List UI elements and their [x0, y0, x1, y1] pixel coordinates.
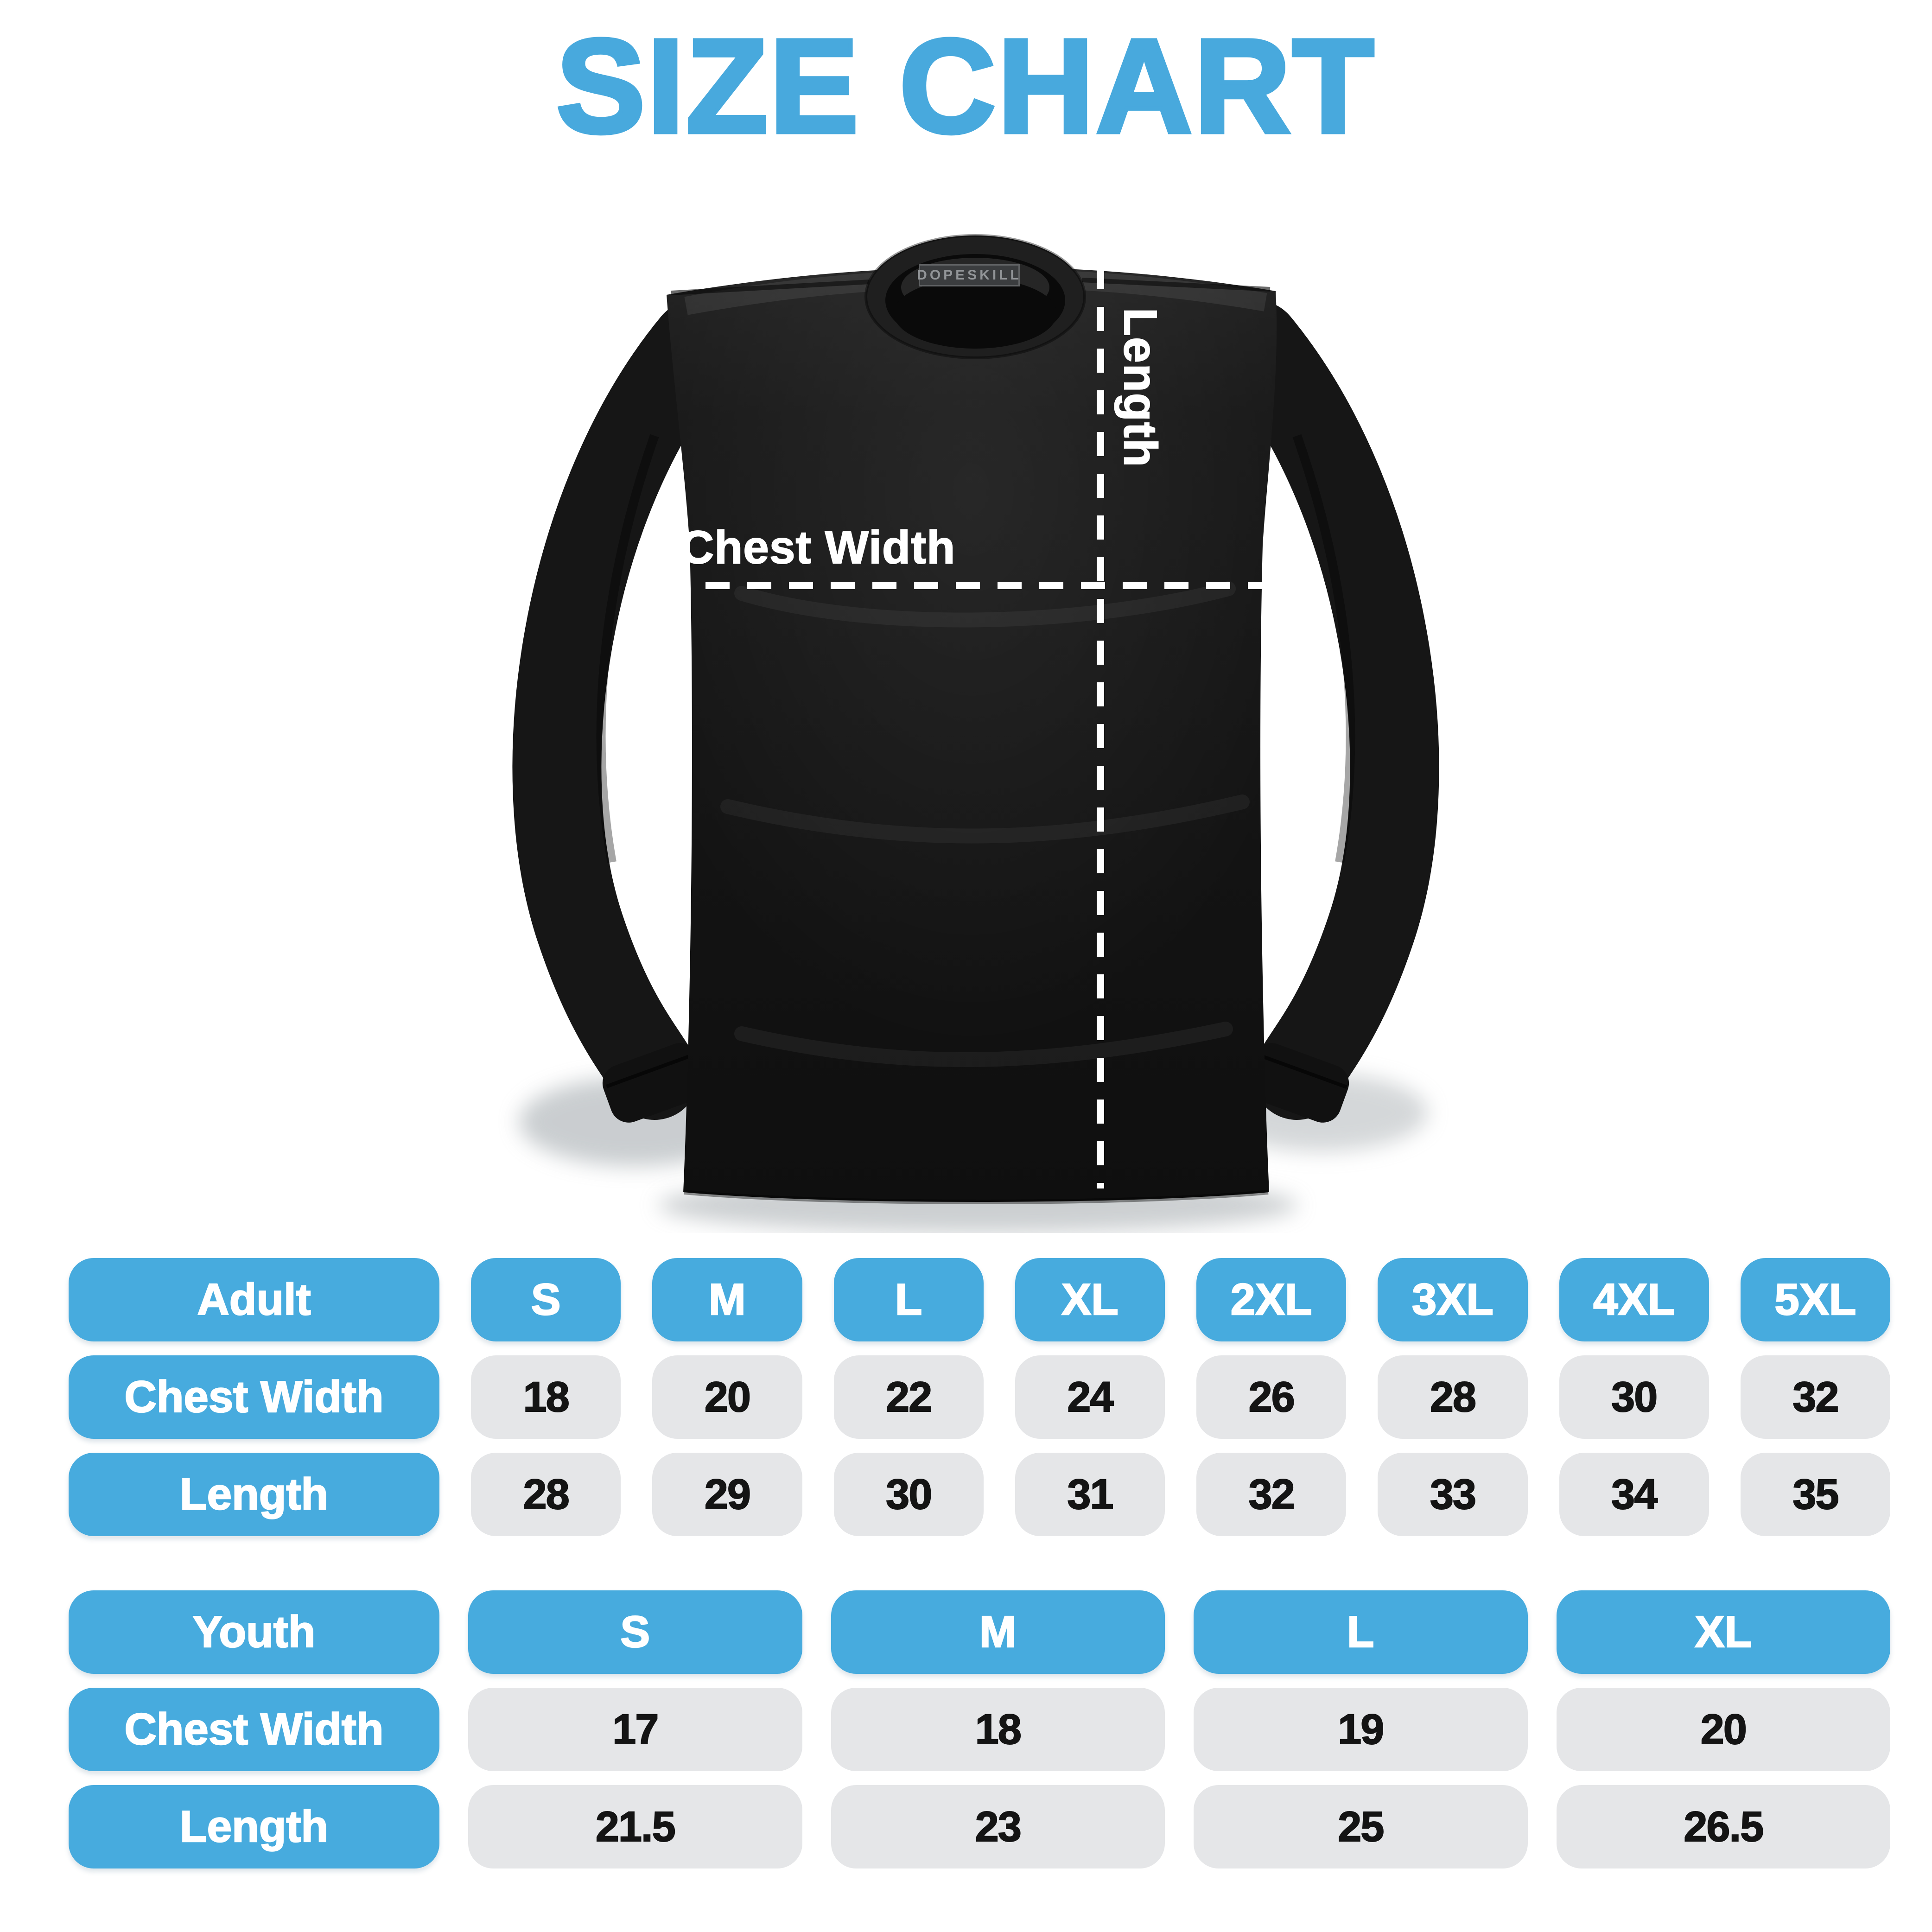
youth-size-table: Youth S M L XL Chest Width 17 18 19 20 L… [69, 1590, 1890, 1868]
chest-width-guide-line [664, 582, 1281, 589]
adult-chest-width-value: 30 [1559, 1355, 1709, 1439]
adult-length-value: 32 [1196, 1453, 1347, 1536]
adult-length-value: 34 [1559, 1453, 1709, 1536]
adult-length-value: 31 [1015, 1453, 1165, 1536]
adult-length-value: 29 [652, 1453, 802, 1536]
adult-chest-width-value: 20 [652, 1355, 802, 1439]
youth-table-header: Youth [69, 1590, 439, 1674]
adult-chest-width-value: 22 [833, 1355, 984, 1439]
length-guide-line [1097, 223, 1104, 1188]
youth-length-value: 25 [1194, 1785, 1528, 1868]
youth-chest-width-value: 18 [831, 1688, 1165, 1771]
shirt-sleeves [512, 300, 1439, 1123]
adult-chest-width-value: 26 [1196, 1355, 1347, 1439]
adult-size-table: Adult S M L XL 2XL 3XL 4XL 5XL Chest Wid… [69, 1258, 1890, 1536]
adult-length-value: 33 [1378, 1453, 1528, 1536]
youth-size-xl: XL [1556, 1590, 1890, 1674]
youth-length-row-label: Length [69, 1785, 439, 1868]
collar-tag-label: DOPESKILL [917, 264, 1020, 286]
youth-size-m: M [831, 1590, 1165, 1674]
adult-length-value: 35 [1740, 1453, 1890, 1536]
adult-size-m: M [652, 1258, 802, 1341]
adult-size-5xl: 5XL [1740, 1258, 1890, 1341]
youth-size-s: S [468, 1590, 802, 1674]
adult-table-header: Adult [69, 1258, 439, 1341]
adult-length-value: 30 [833, 1453, 984, 1536]
shirt-body [667, 267, 1277, 1204]
adult-chest-width-value: 28 [1378, 1355, 1528, 1439]
length-label: Length [1114, 307, 1167, 468]
adult-size-s: S [471, 1258, 621, 1341]
adult-length-row-label: Length [69, 1453, 439, 1536]
youth-chest-width-value: 19 [1194, 1688, 1528, 1771]
adult-size-2xl: 2XL [1196, 1258, 1347, 1341]
adult-size-l: L [833, 1258, 984, 1341]
adult-chest-width-value: 24 [1015, 1355, 1165, 1439]
youth-length-value: 21.5 [468, 1785, 802, 1868]
youth-length-value: 23 [831, 1785, 1165, 1868]
shirt-diagram [473, 195, 1483, 1233]
youth-size-l: L [1194, 1590, 1528, 1674]
adult-chest-width-row-label: Chest Width [69, 1355, 439, 1439]
youth-length-value: 26.5 [1556, 1785, 1890, 1868]
chest-width-label: Chest Width [680, 521, 956, 574]
adult-length-value: 28 [471, 1453, 621, 1536]
adult-chest-width-value: 32 [1740, 1355, 1890, 1439]
adult-size-4xl: 4XL [1559, 1258, 1709, 1341]
long-sleeve-shirt-graphic [512, 234, 1439, 1233]
adult-size-xl: XL [1015, 1258, 1165, 1341]
left-cuff [602, 1043, 707, 1123]
youth-chest-width-value: 17 [468, 1688, 802, 1771]
right-cuff [1245, 1043, 1349, 1123]
page-title: SIZE CHART [554, 12, 1376, 161]
adult-chest-width-value: 18 [471, 1355, 621, 1439]
adult-size-3xl: 3XL [1378, 1258, 1528, 1341]
youth-chest-width-row-label: Chest Width [69, 1688, 439, 1771]
youth-chest-width-value: 20 [1556, 1688, 1890, 1771]
